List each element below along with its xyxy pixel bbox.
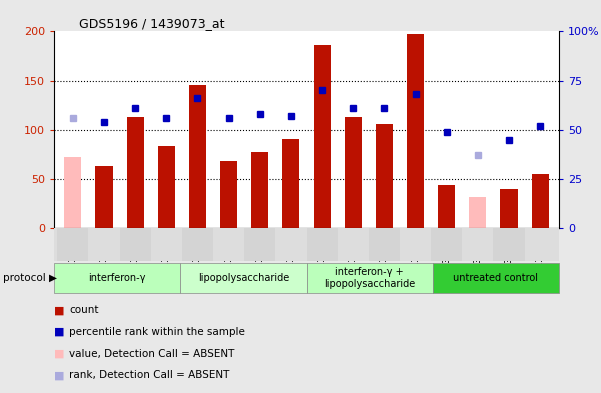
Text: count: count	[69, 305, 99, 316]
Bar	[57, 228, 88, 261]
Bar	[213, 228, 244, 261]
Bar	[120, 228, 151, 261]
Bar	[400, 228, 431, 261]
Text: lipopolysaccharide: lipopolysaccharide	[198, 273, 289, 283]
Text: interferon-γ: interferon-γ	[88, 273, 146, 283]
Bar	[314, 45, 331, 228]
Text: value, Detection Call = ABSENT: value, Detection Call = ABSENT	[69, 349, 234, 359]
Bar	[501, 189, 517, 228]
Bar	[88, 228, 120, 261]
Bar	[275, 228, 307, 261]
Text: interferon-γ +
lipopolysaccharide: interferon-γ + lipopolysaccharide	[324, 267, 415, 289]
Text: ■: ■	[54, 305, 64, 316]
Bar	[376, 124, 393, 228]
Bar	[157, 147, 175, 228]
Bar	[307, 228, 338, 261]
Text: ■: ■	[54, 327, 64, 337]
Bar	[462, 228, 493, 261]
Bar	[431, 228, 462, 261]
Bar	[64, 157, 81, 228]
Text: rank, Detection Call = ABSENT: rank, Detection Call = ABSENT	[69, 370, 230, 380]
Bar	[525, 228, 556, 261]
Bar	[189, 86, 206, 228]
Bar	[282, 139, 299, 228]
Text: ■: ■	[54, 370, 64, 380]
Bar	[407, 35, 424, 228]
Bar	[438, 185, 456, 228]
Bar	[469, 197, 486, 228]
Bar	[220, 161, 237, 228]
Bar	[127, 117, 144, 228]
Bar	[151, 228, 182, 261]
Bar	[244, 228, 275, 261]
Bar	[338, 228, 369, 261]
Text: percentile rank within the sample: percentile rank within the sample	[69, 327, 245, 337]
Text: GDS5196 / 1439073_at: GDS5196 / 1439073_at	[79, 17, 225, 30]
Bar	[532, 174, 549, 228]
Text: ■: ■	[54, 349, 64, 359]
Bar	[493, 228, 525, 261]
Bar	[345, 117, 362, 228]
Bar	[96, 166, 112, 228]
Bar	[251, 152, 268, 228]
Text: protocol ▶: protocol ▶	[3, 273, 57, 283]
Bar	[369, 228, 400, 261]
Bar	[182, 228, 213, 261]
Text: untreated control: untreated control	[453, 273, 538, 283]
